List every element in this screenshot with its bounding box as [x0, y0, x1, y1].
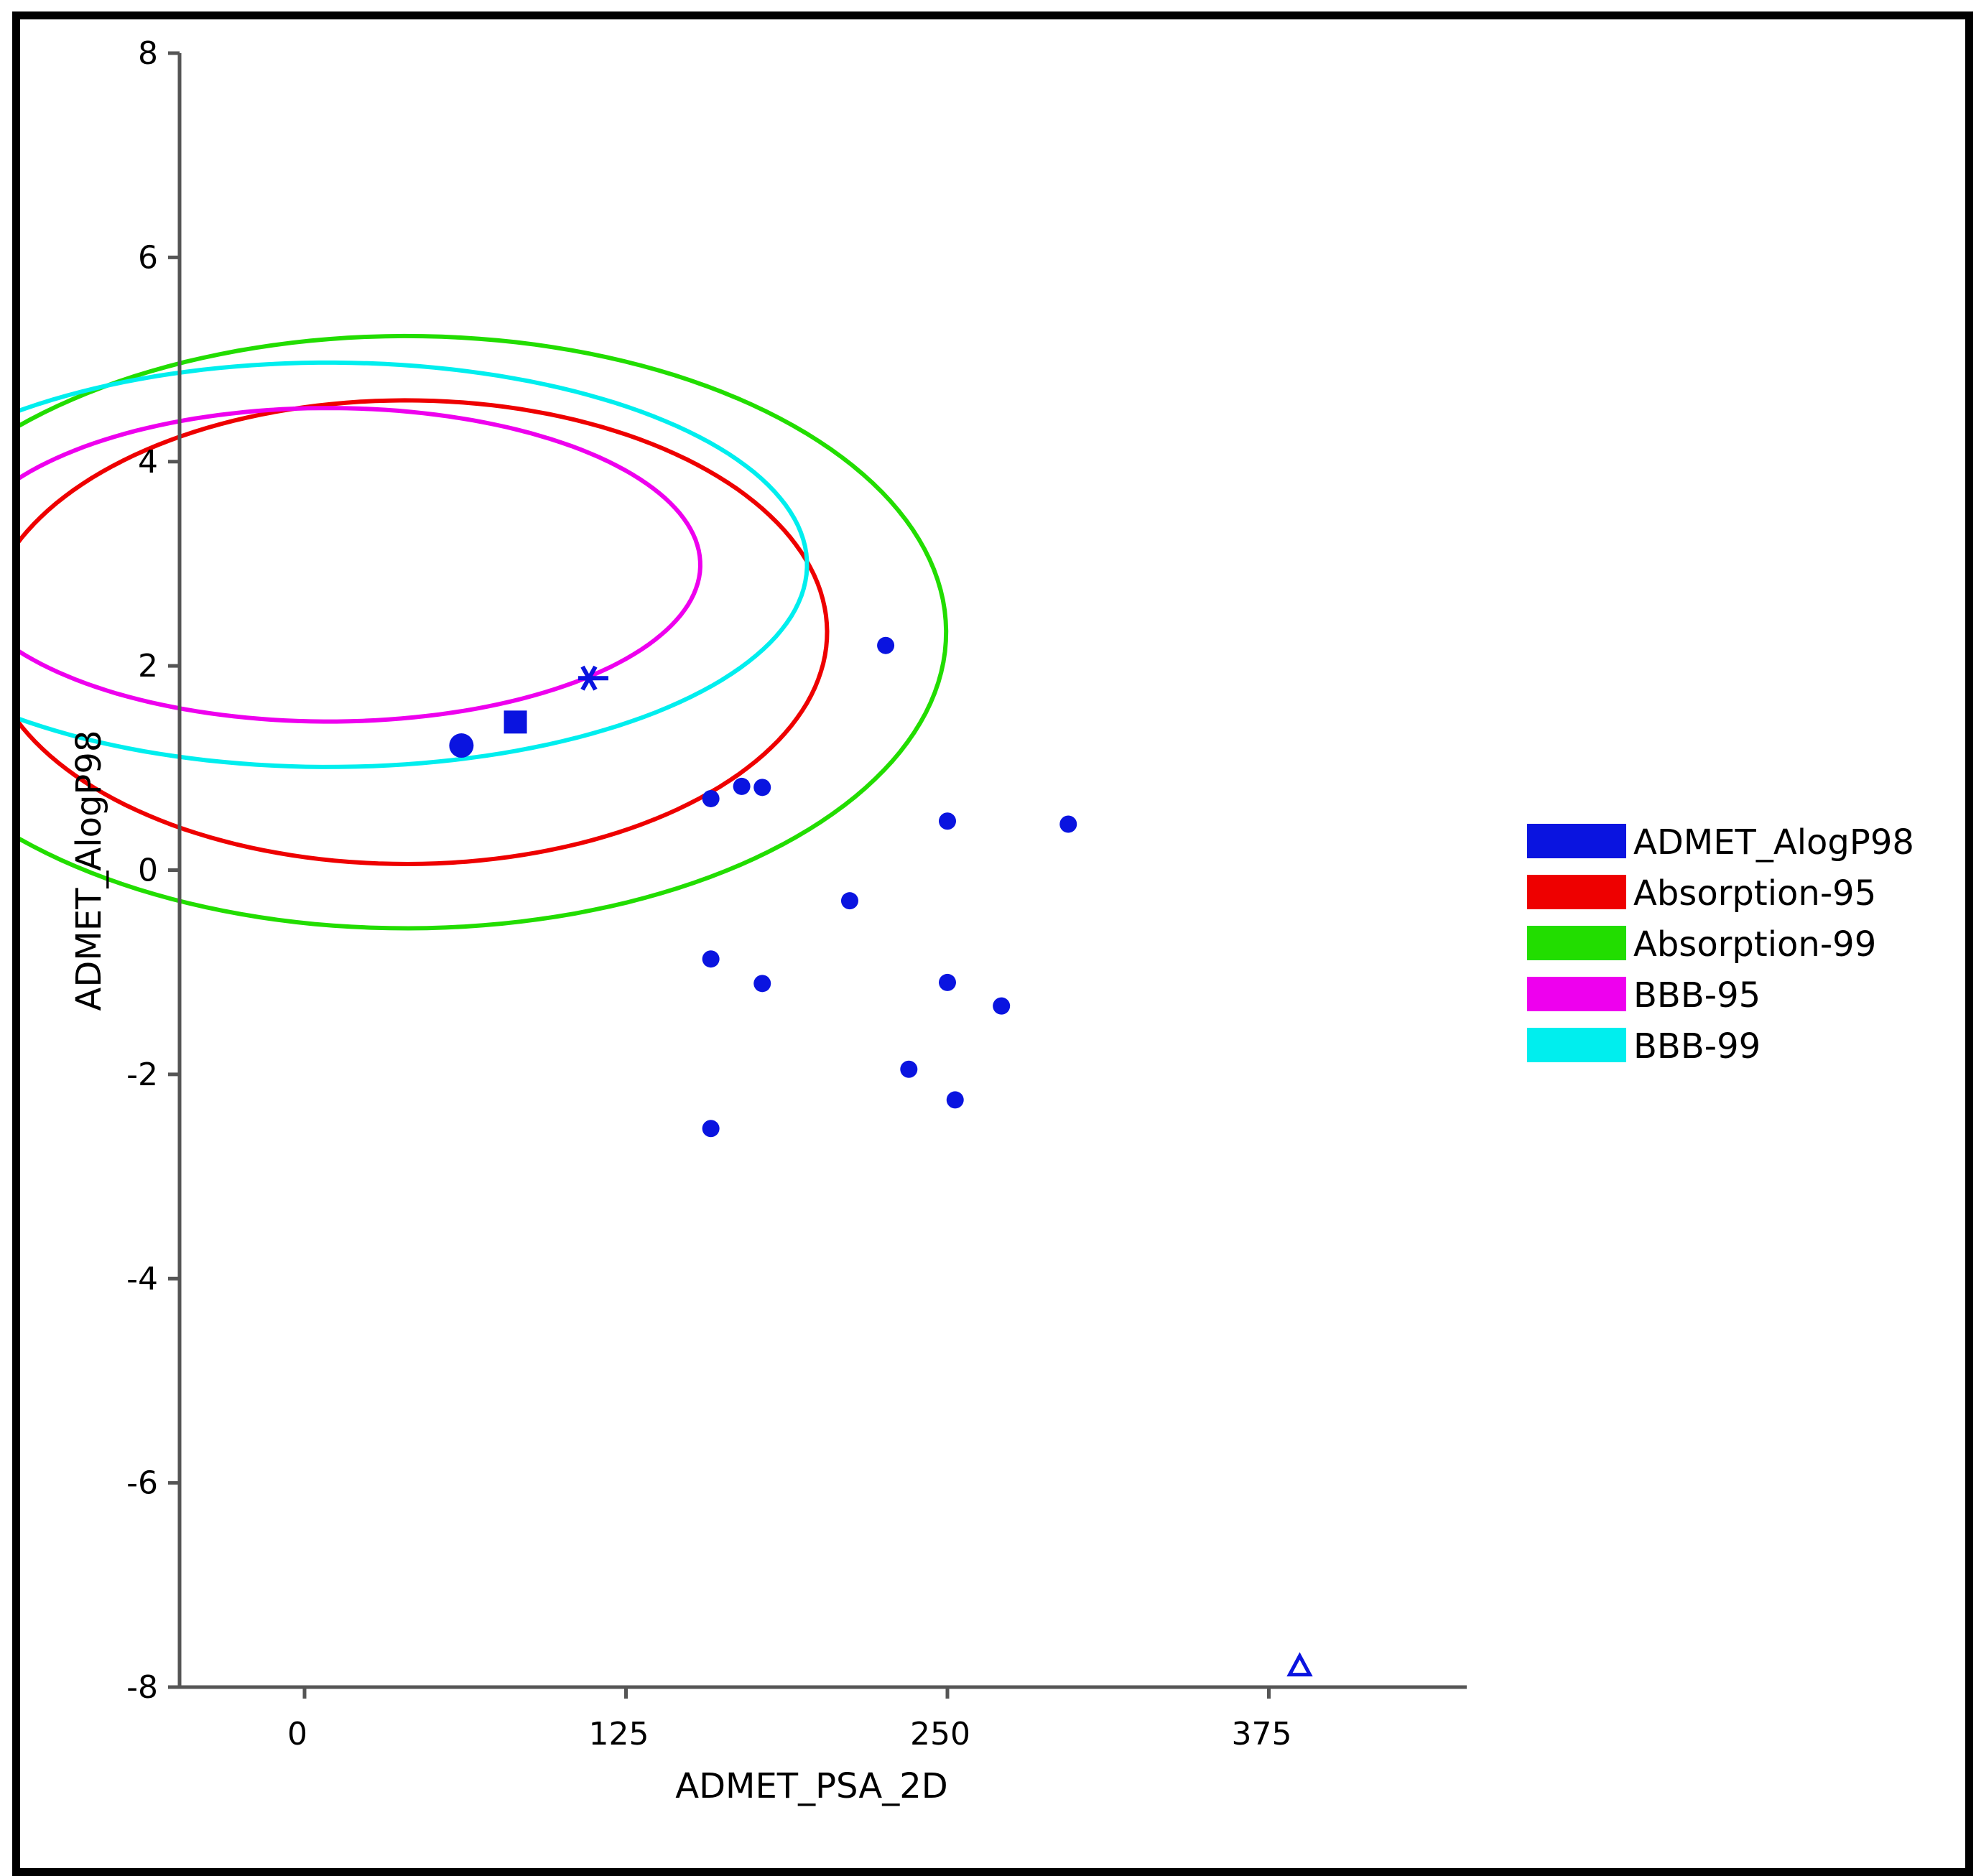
y-tick-label: -4	[126, 1260, 158, 1297]
legend-swatch	[1527, 875, 1626, 909]
y-tick-label: 0	[138, 853, 158, 889]
y-tick-label: 8	[138, 35, 158, 72]
legend: ADMET_AlogP98 Absorption-95 Absorption-99 B…	[1527, 822, 1914, 1067]
data-point	[733, 777, 751, 795]
data-point-triangle	[1286, 1652, 1313, 1677]
x-tick-label: 0	[287, 1716, 307, 1752]
legend-label: ADMET_AlogP98	[1633, 822, 1914, 863]
scatter-chart: 8 6 4 2 0 -2 -4 -6 -8 0 125 250 375 ADMET_PSA_2D ADM…	[20, 35, 1914, 1806]
ellipse-bbb-99	[20, 360, 810, 769]
data-point	[993, 997, 1011, 1015]
legend-swatch	[1527, 926, 1626, 960]
legend-label: Absorption-95	[1633, 873, 1876, 914]
data-point	[1059, 815, 1077, 833]
y-tick-label: 4	[138, 444, 158, 480]
data-point	[753, 975, 771, 993]
chart-frame: 8 6 4 2 0 -2 -4 -6 -8 0 125 250 375 ADMET_PSA_2D ADM…	[12, 11, 1973, 1876]
data-point	[753, 779, 771, 797]
data-point	[877, 636, 895, 654]
x-tick-label: 375	[1232, 1716, 1292, 1752]
ellipse-absorption-99	[20, 333, 949, 931]
y-axis-title: ADMET_AlogP98	[69, 730, 109, 1011]
axis-ticks: 8 6 4 2 0 -2 -4 -6 -8 0 125 250 375	[126, 35, 1291, 1752]
data-point-star	[578, 665, 608, 691]
data-point	[702, 789, 720, 807]
legend-label: BBB-95	[1633, 975, 1761, 1016]
data-point	[946, 1091, 964, 1109]
data-point	[939, 812, 956, 830]
y-tick-label: 6	[138, 239, 158, 276]
y-tick-label: -2	[126, 1057, 158, 1093]
data-point	[939, 973, 956, 991]
x-tick-label: 250	[910, 1716, 970, 1752]
ellipse-bbb-95	[20, 406, 702, 724]
data-point	[900, 1060, 918, 1078]
legend-label: BBB-99	[1633, 1026, 1761, 1067]
y-tick-label: -8	[126, 1669, 158, 1706]
data-point	[840, 892, 858, 910]
ellipse-absorption-95	[20, 398, 830, 867]
data-point-circle	[449, 733, 474, 758]
data-point	[702, 1120, 720, 1138]
y-tick-label: 2	[138, 648, 158, 684]
x-axis-title: ADMET_PSA_2D	[675, 1766, 948, 1806]
y-tick-label: -6	[126, 1465, 158, 1502]
legend-label: Absorption-99	[1633, 924, 1876, 965]
axes	[177, 53, 1467, 1689]
data-points	[449, 636, 1313, 1677]
confidence-ellipses	[20, 333, 949, 931]
legend-swatch	[1527, 824, 1626, 858]
legend-swatch	[1527, 977, 1626, 1011]
data-point-square	[504, 710, 527, 734]
legend-swatch	[1527, 1028, 1626, 1062]
data-point	[702, 950, 720, 968]
x-tick-label: 125	[589, 1716, 649, 1752]
star-stroke	[580, 665, 598, 691]
